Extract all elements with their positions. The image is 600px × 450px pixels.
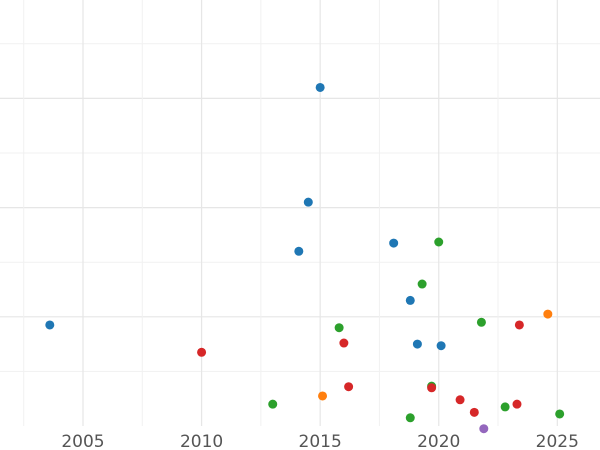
x-tick-label: 2015 <box>299 432 342 450</box>
data-point <box>427 383 437 393</box>
x-tick-labels: 2005 2010 2015 2020 2025 <box>61 432 579 450</box>
data-point <box>318 391 328 401</box>
data-point <box>479 424 489 434</box>
x-tick-label: 2010 <box>180 432 223 450</box>
data-point <box>197 347 207 357</box>
x-tick-label: 2020 <box>417 432 460 450</box>
data-point <box>514 320 524 330</box>
data-point <box>412 339 422 349</box>
data-point <box>344 382 354 392</box>
data-point <box>543 309 553 319</box>
grid-layer <box>0 0 600 426</box>
data-point <box>500 402 510 412</box>
data-point <box>268 399 278 409</box>
data-point <box>315 82 325 92</box>
data-point <box>455 395 465 405</box>
data-point <box>45 320 55 330</box>
data-point <box>512 399 522 409</box>
data-point <box>339 338 349 348</box>
x-tick-label: 2025 <box>536 432 579 450</box>
data-point <box>555 409 565 419</box>
data-point <box>405 295 415 305</box>
data-point <box>469 407 479 417</box>
data-point <box>389 238 399 248</box>
x-tick-label: 2005 <box>61 432 104 450</box>
data-point <box>294 246 304 256</box>
data-point <box>476 317 486 327</box>
points-layer <box>45 82 565 434</box>
data-point <box>303 197 313 207</box>
data-point <box>405 413 415 423</box>
data-point <box>334 323 344 333</box>
data-point <box>434 237 444 247</box>
data-point <box>436 341 446 351</box>
data-point <box>417 279 427 289</box>
